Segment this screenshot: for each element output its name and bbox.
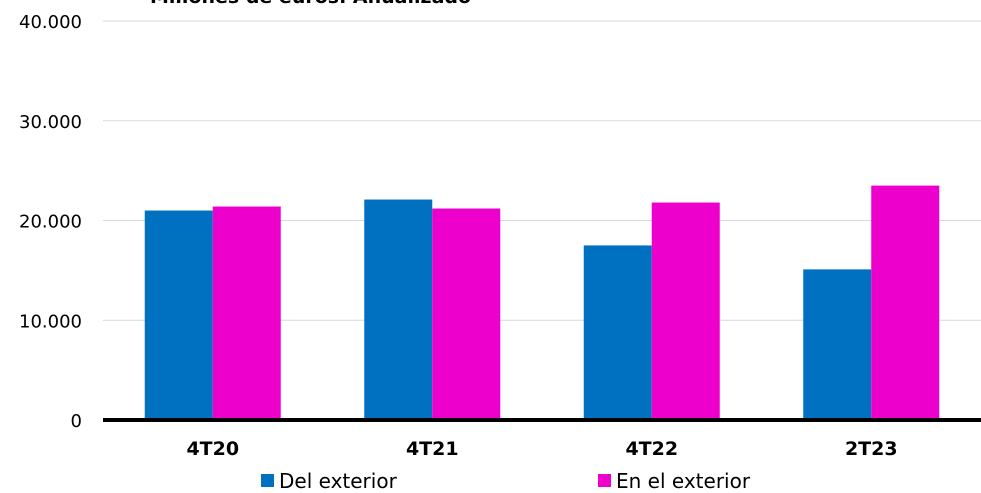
legend-label-en-el-exterior: En el exterior (616, 469, 751, 493)
y-tick-label: 20.000 (19, 212, 82, 233)
bar-2T23-del-exterior (803, 269, 872, 420)
y-axis-tick-labels: 0 10.000 20.000 30.000 40.000 (19, 12, 82, 432)
bar-4T20-del-exterior (144, 210, 213, 420)
bar-2T23-en-el-exterior (871, 185, 940, 420)
x-category-label: 2T23 (845, 438, 898, 460)
legend-swatch-en-el-exterior (598, 474, 611, 487)
bar-4T22-en-el-exterior (651, 202, 720, 420)
legend-swatch-del-exterior (261, 474, 274, 487)
x-category-label: 4T22 (625, 438, 678, 460)
bar-4T22-del-exterior (583, 245, 652, 420)
y-tick-label: 0 (71, 411, 82, 432)
x-axis-category-labels: 4T20 4T21 4T22 2T23 (186, 438, 897, 460)
bar-4T21-en-el-exterior (432, 208, 501, 420)
y-tick-label: 30.000 (19, 112, 82, 133)
bar-4T20-en-el-exterior (212, 206, 281, 420)
y-tick-label: 40.000 (19, 12, 82, 33)
y-tick-label: 10.000 (19, 311, 82, 332)
chart-title: Millones de euros. Anualizado (150, 0, 471, 8)
bar-4T21-del-exterior (364, 199, 433, 420)
legend-label-del-exterior: Del exterior (279, 469, 398, 493)
legend: Del exterior En el exterior (261, 469, 751, 493)
x-category-label: 4T20 (186, 438, 239, 460)
x-category-label: 4T21 (406, 438, 459, 460)
bars (144, 185, 940, 420)
